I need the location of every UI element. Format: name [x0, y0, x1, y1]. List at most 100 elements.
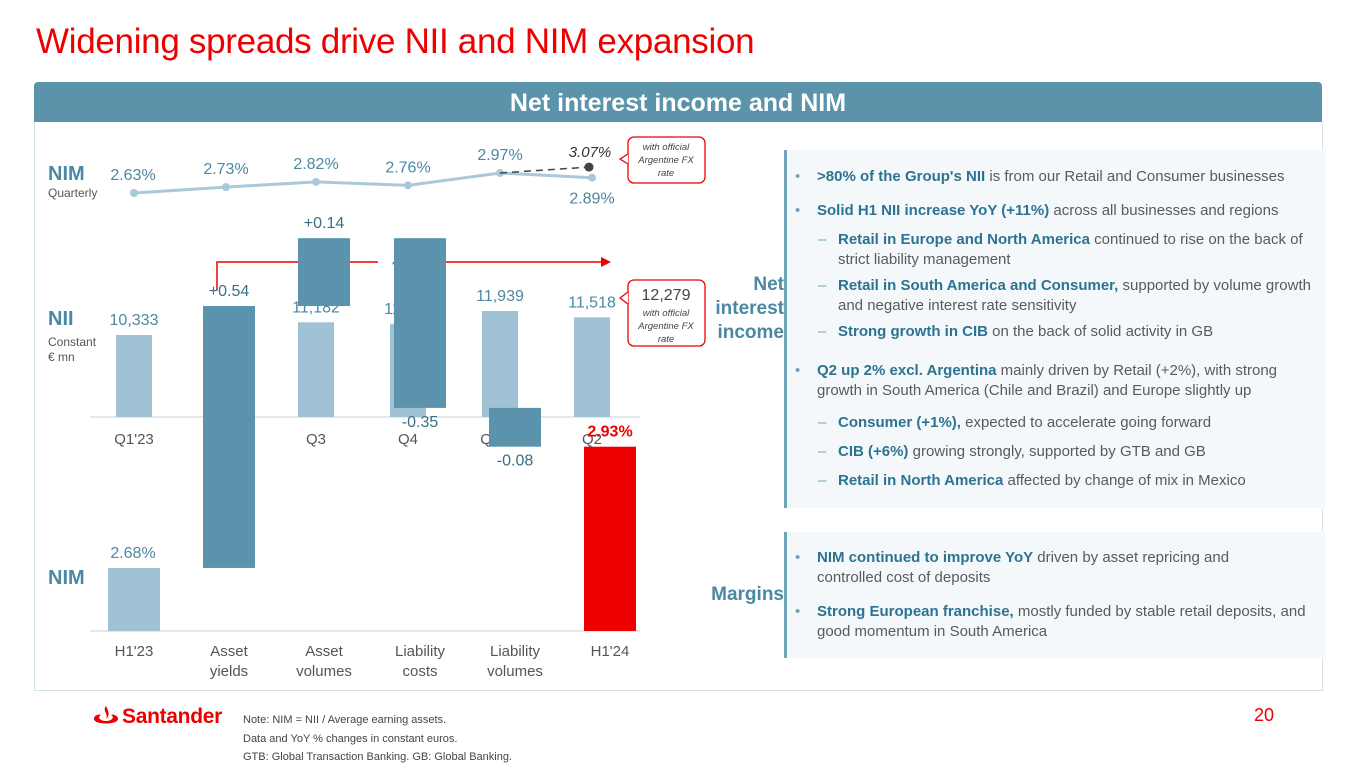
- nim-point: [404, 181, 412, 190]
- bullet-highlight: Retail in Europe and North America: [838, 231, 1090, 248]
- nii-category-label: Q4: [398, 431, 418, 448]
- bullet-marker: –: [818, 231, 827, 248]
- waterfall-value-label: -0.08: [497, 453, 534, 470]
- footer-note-line: Note: NIM = NII / Average earning assets…: [243, 714, 447, 726]
- nim-alt-value-label: 3.07%: [569, 144, 612, 161]
- bullet-text: mainly driven by Retail (+2%), with stro…: [817, 362, 1278, 399]
- waterfall-value-label: +0.14: [304, 215, 345, 232]
- nim-callout-text: with official: [643, 142, 690, 153]
- bullet-highlight: Strong growth in CIB: [838, 323, 988, 340]
- bullet-marker: –: [818, 472, 827, 489]
- footer-notes: Note: NIM = NII / Average earning assets…: [243, 711, 512, 767]
- nim-value-label: 2.97%: [477, 147, 522, 164]
- nii-label: NII: [48, 308, 74, 330]
- nim-point: [312, 177, 320, 186]
- bullet-text: continued to rise on the back of strict …: [838, 231, 1303, 268]
- bullet-text: across all businesses and regions: [1049, 202, 1279, 219]
- nii-callout-text: rate: [658, 334, 674, 345]
- nii-value-label: 11,939: [476, 288, 524, 305]
- bullet-text: on the back of solid activity in GB: [987, 323, 1214, 340]
- nim-point: [130, 189, 138, 197]
- nim-value-label: 2.63%: [110, 167, 155, 184]
- waterfall-category-label: volumes: [296, 663, 352, 680]
- nii-bullet: • Q2 up 2% excl. Argentina mainly driven …: [795, 361, 1312, 401]
- nii-sub-bullet: – Retail in South America and Consumer, s…: [818, 276, 1312, 316]
- panel-header: Net interest income and NIM: [34, 82, 1322, 122]
- bullet-highlight: >80% of the Group's NII: [817, 168, 986, 185]
- nii-bar: [298, 322, 334, 417]
- bullet-text: driven by asset repricing and controlled…: [817, 549, 1230, 586]
- nim-point: [222, 183, 230, 192]
- waterfall-category-label: H1'23: [115, 643, 154, 660]
- nim-value-label: 2.76%: [385, 159, 430, 176]
- footer-note-line: Data and YoY % changes in constant euros…: [243, 732, 458, 745]
- nim-line: [133, 171, 593, 195]
- nii-callout-value: 12,279: [642, 287, 691, 304]
- nii-category-label: Q1'23: [114, 431, 154, 448]
- waterfall-category-label: volumes: [487, 663, 543, 680]
- bullet-highlight: Q2 up 2% excl. Argentina: [817, 362, 997, 379]
- waterfall-category-label: costs: [402, 663, 437, 680]
- nim-callout-pointer: [618, 153, 629, 165]
- nim-alt-dashed-line: [499, 166, 589, 174]
- bullet-marker: –: [818, 277, 827, 294]
- bullet-marker: •: [795, 549, 801, 566]
- nii-callout-text: Argentine FX: [637, 321, 694, 332]
- nim-callout-text: Argentine FX: [637, 155, 694, 166]
- nii-bar: [116, 335, 152, 417]
- nii-sub-bullet: – Retail in North America affected by cha…: [818, 471, 1312, 491]
- waterfall-value-label: 2.93%: [587, 424, 632, 441]
- santander-logo: Santander: [93, 704, 222, 730]
- bullet-marker: •: [795, 603, 801, 620]
- margins-bullet: • Strong European franchise, mostly funde…: [795, 602, 1312, 642]
- nii-sublabel: € mn: [48, 350, 75, 364]
- nii-callout-text: with official: [643, 308, 690, 319]
- waterfall-category-label: yields: [210, 663, 248, 680]
- page-title: Widening spreads drive NII and NIM expan…: [36, 22, 755, 61]
- flame-icon: [94, 706, 118, 724]
- nim-value-label: 2.89%: [569, 191, 614, 208]
- nii-bullet: • Solid H1 NII increase YoY (+11%) across…: [795, 201, 1312, 221]
- nim-quarterly-sublabel: Quarterly: [48, 186, 97, 200]
- nii-bar: [482, 311, 518, 417]
- bullet-highlight: Strong European franchise,: [817, 603, 1014, 620]
- nii-growth-arrowhead: [601, 257, 611, 267]
- bullet-highlight: Retail in South America and Consumer,: [838, 277, 1119, 294]
- bullet-text: growing strongly, supported by GTB and G…: [908, 443, 1206, 460]
- bullet-marker: –: [818, 443, 827, 460]
- nii-callout-pointer: [618, 291, 629, 305]
- nim-value-label: 2.82%: [293, 156, 338, 173]
- nii-section-label: Net interest income: [715, 274, 784, 343]
- nii-sub-bullet: – Retail in Europe and North America cont…: [818, 230, 1312, 270]
- bullet-highlight: CIB (+6%): [838, 443, 909, 460]
- margins-commentary-box: [784, 532, 1325, 658]
- waterfall-category-label: H1'24: [591, 643, 630, 660]
- logo-wordmark: Santander: [122, 705, 222, 728]
- bullet-marker: –: [818, 323, 827, 340]
- nii-sublabel: Constant: [48, 335, 97, 349]
- bullet-highlight: NIM continued to improve YoY: [817, 549, 1034, 566]
- bullet-text: mostly funded by stable retail deposits,…: [817, 603, 1306, 640]
- nii-value-label: 11,518: [568, 294, 616, 311]
- waterfall-category-label: Liability: [395, 643, 446, 660]
- waterfall-bar: [298, 238, 350, 307]
- nim-point: [588, 173, 596, 182]
- waterfall-bar: [203, 306, 255, 568]
- bullet-highlight: Solid H1 NII increase YoY (+11%): [817, 202, 1050, 219]
- waterfall-value-label: 2.68%: [110, 545, 155, 562]
- footer-note-line: GTB: Global Transaction Banking. GB: Glo…: [243, 751, 513, 763]
- waterfall-value-label: -0.35: [402, 414, 439, 431]
- waterfall-bar: [108, 567, 160, 631]
- nii-category-label: Q3: [306, 431, 326, 448]
- nii-category-label: Q2: [582, 431, 602, 448]
- nim-waterfall-label: NIM: [48, 567, 85, 589]
- nii-bullet: • >80% of the Group's NII is from our Ret…: [795, 167, 1312, 187]
- bullet-text: supported by volume growth and negative …: [838, 277, 1311, 314]
- bullet-text: is from our Retail and Consumer business…: [985, 168, 1285, 185]
- bullet-text: expected to accelerate going forward: [960, 414, 1212, 431]
- nii-value-label: 10,333: [110, 312, 159, 329]
- bullet-marker: •: [795, 362, 801, 379]
- nii-sub-bullet: – CIB (+6%) growing strongly, supported b…: [818, 442, 1312, 462]
- nii-sub-bullet: – Strong growth in CIB on the back of sol…: [818, 322, 1312, 342]
